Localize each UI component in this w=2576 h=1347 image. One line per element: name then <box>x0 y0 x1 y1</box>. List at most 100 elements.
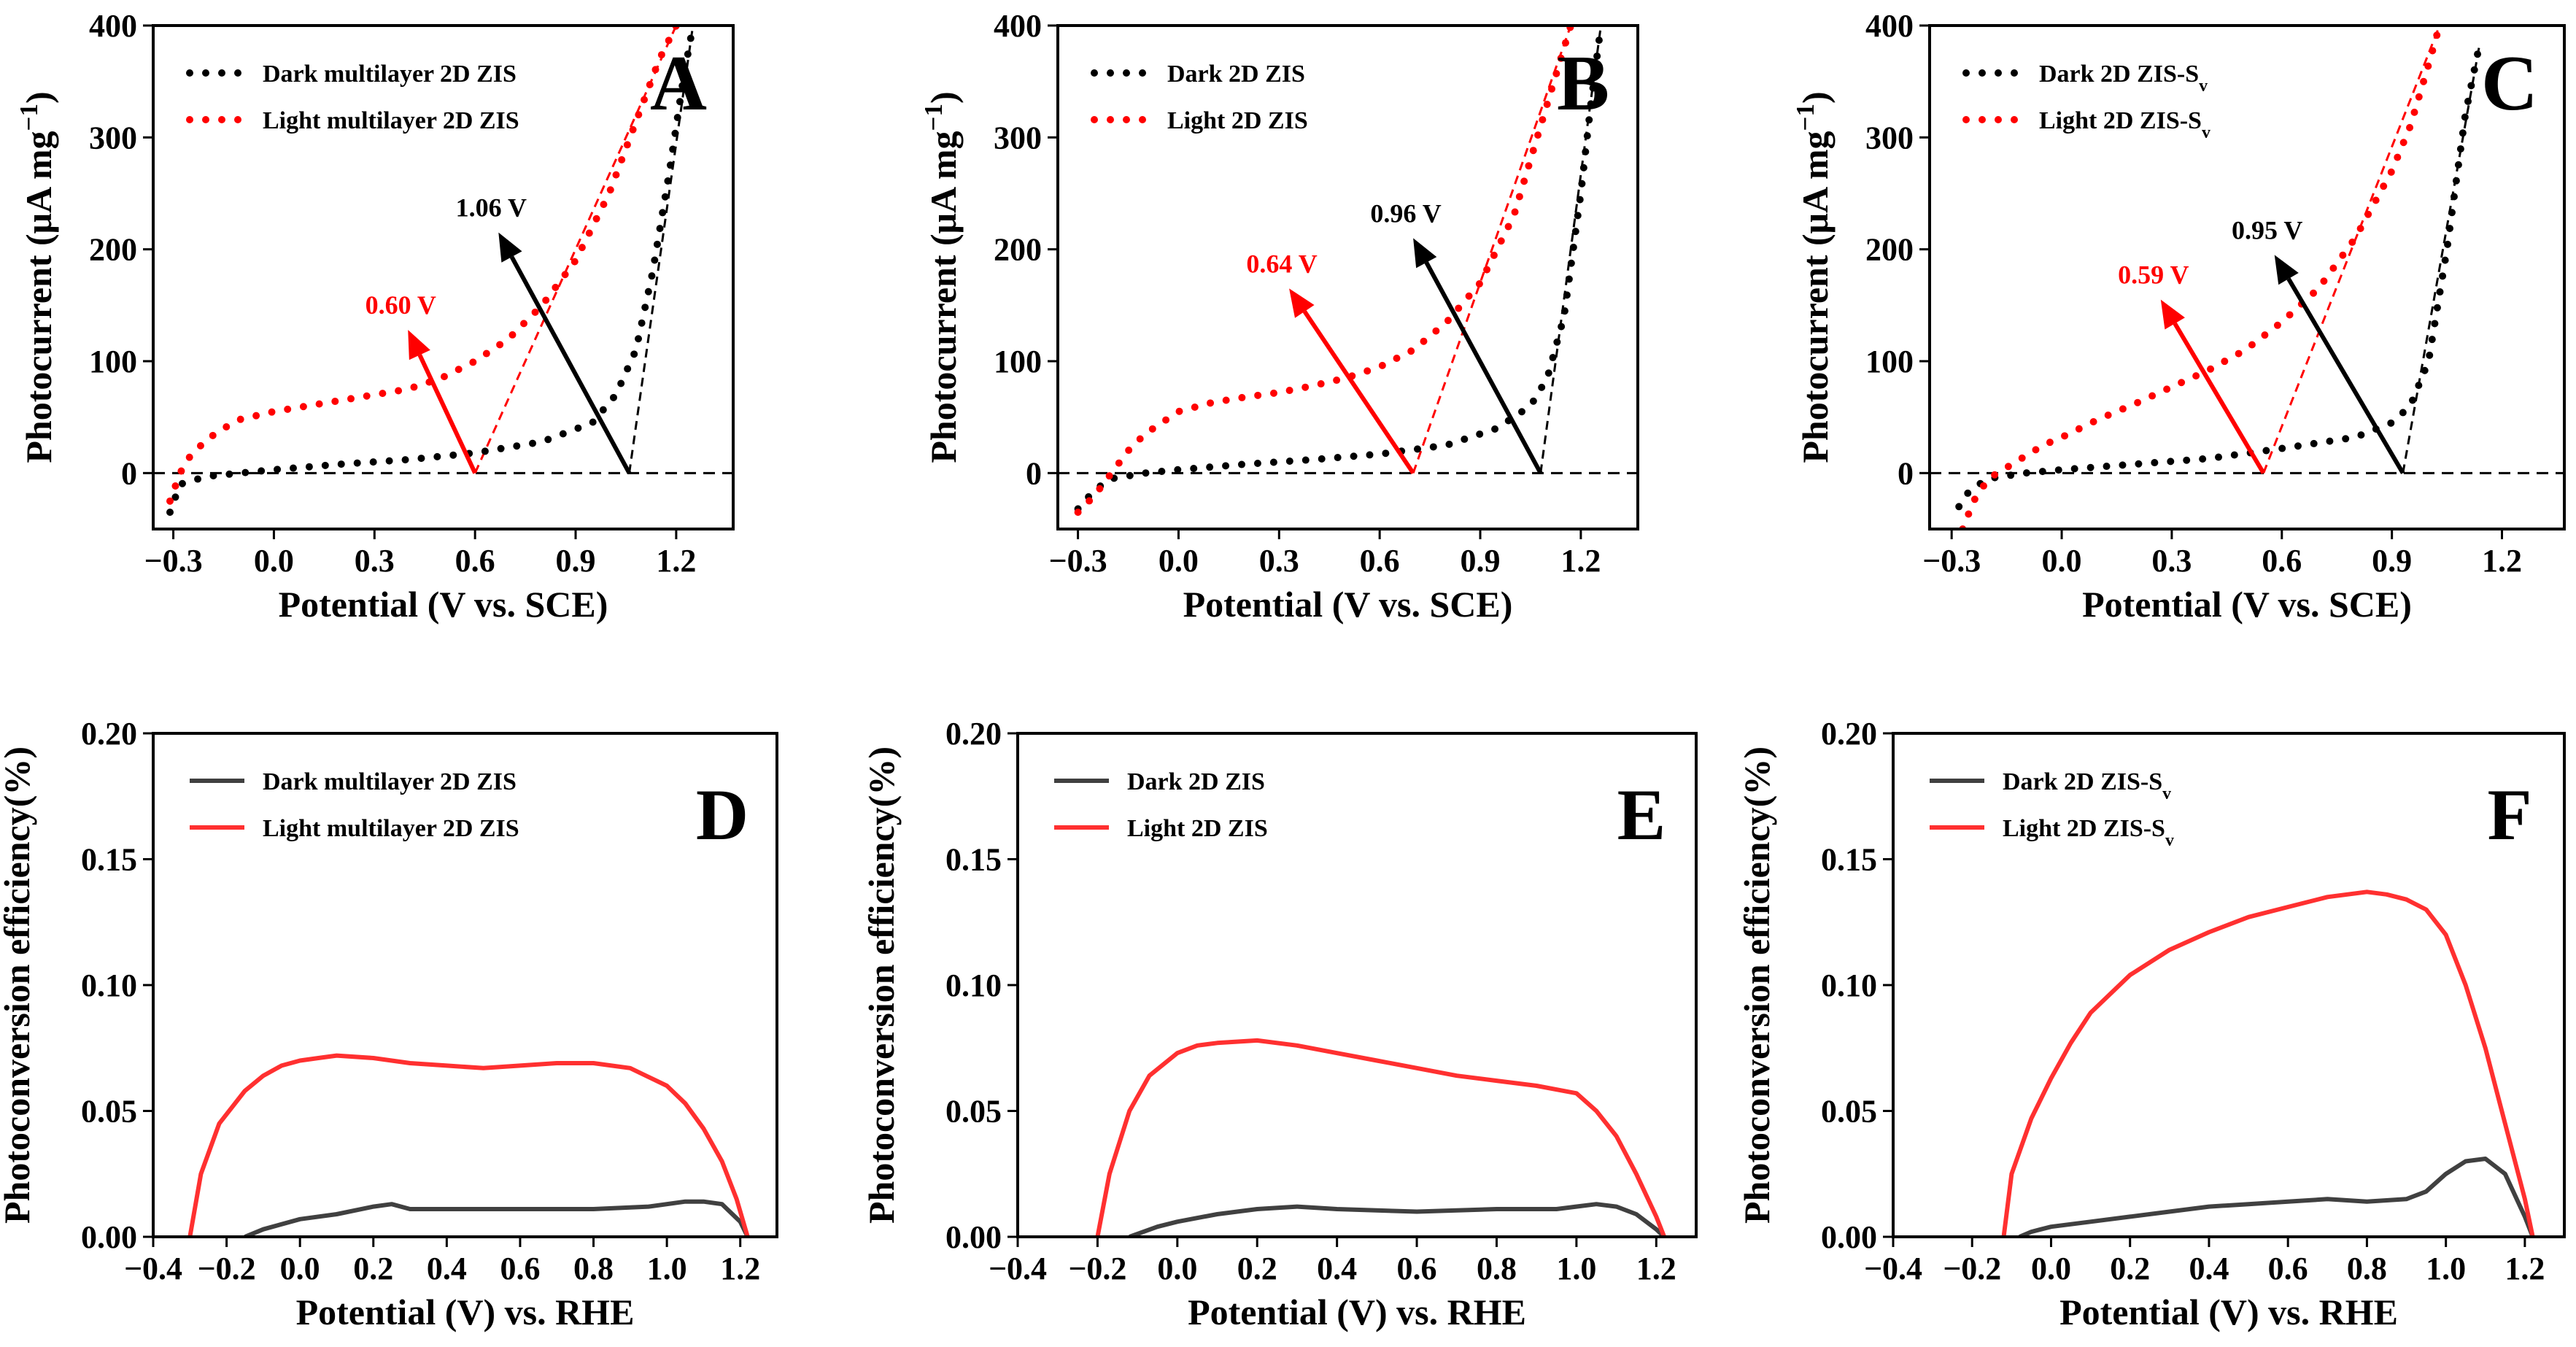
y-axis-label: Photocurrent (μA mg−1) <box>1791 91 1836 463</box>
series-0-line <box>2019 1157 2535 1237</box>
x-tick-label: 0.6 <box>2262 543 2302 579</box>
plot-frame <box>152 732 778 1238</box>
onset-tangent-line <box>628 26 695 474</box>
legend-label: Dark 2D ZIS <box>1127 768 1265 795</box>
x-tick-label: 0.8 <box>1477 1251 1517 1286</box>
y-tick-label: 100 <box>994 344 1042 379</box>
onset-tangent-line <box>2262 26 2441 474</box>
series-0-line <box>1955 39 2484 511</box>
x-axis-label: Potential (V) vs. RHE <box>1188 1292 1526 1332</box>
plot-frame <box>1016 732 1698 1238</box>
x-tick-label: −0.4 <box>1864 1251 1922 1286</box>
y-tick-label: 300 <box>994 120 1042 155</box>
panel-letter: D <box>696 774 749 855</box>
y-tick-label: 0.00 <box>81 1219 137 1255</box>
y-tick-label: 0.10 <box>1821 968 1877 1003</box>
x-axis-label: Potential (V vs. SCE) <box>1183 584 1513 625</box>
y-tick-label: 0.00 <box>945 1219 1002 1255</box>
legend-label: Light multilayer 2D ZIS <box>263 815 519 842</box>
y-axis-label: Photoconversion efficiency(%) <box>861 746 902 1224</box>
panel-a: −0.3 0.0 0.3 0.6 0.9 1.2 0 100 200 300 400 1.06 V 0.… <box>15 8 735 625</box>
series-0-line <box>1074 26 1605 513</box>
x-tick-label: 0.6 <box>1397 1251 1437 1286</box>
series-1-line <box>187 1053 750 1237</box>
annotation-label: 0.96 V <box>1370 198 1441 228</box>
x-tick-label: 0.4 <box>427 1251 467 1286</box>
panel-b: −0.3 0.0 0.3 0.6 0.9 1.2 0 100 200 300 400 0.96 V 0.… <box>919 8 1639 625</box>
x-tick-label: 1.2 <box>656 543 696 579</box>
x-tick-label: 0.9 <box>1461 543 1501 579</box>
legend-label: Light 2D ZIS-Sv <box>2039 107 2211 142</box>
annotation-label: 0.60 V <box>365 290 436 320</box>
y-tick-label: 400 <box>994 8 1042 44</box>
panel-letter: B <box>1557 40 1609 127</box>
legend-label: Dark 2D ZIS-Sv <box>2039 61 2208 96</box>
x-tick-label: 0.2 <box>2110 1251 2150 1286</box>
series-0-line <box>1129 1202 1666 1237</box>
x-axis-label: Potential (V) vs. RHE <box>2059 1292 2398 1332</box>
y-tick-label: 0.10 <box>81 968 137 1003</box>
annotation-arrow-head <box>2160 299 2185 330</box>
x-tick-label: 0.0 <box>2042 543 2082 579</box>
x-tick-label: −0.4 <box>989 1251 1047 1286</box>
x-tick-label: 1.0 <box>647 1251 687 1286</box>
y-tick-label: 0.05 <box>1821 1094 1877 1130</box>
y-tick-label: 200 <box>1865 232 1914 268</box>
y-tick-label: 0.05 <box>81 1094 137 1130</box>
annotation-arrow-head <box>498 232 522 263</box>
x-tick-label: 0.0 <box>254 543 294 579</box>
panel-d: −0.4 −0.2 0.0 0.2 0.4 0.6 0.8 1.0 1.2 0.00 0.05 0.1… <box>0 716 778 1332</box>
y-tick-label: 100 <box>1865 344 1914 379</box>
annotation-arrow-head <box>1413 238 1437 269</box>
y-tick-label: 0.15 <box>81 842 137 878</box>
x-tick-label: 1.0 <box>1556 1251 1596 1286</box>
x-tick-label: 0.3 <box>2151 543 2192 579</box>
y-tick-label: 0.05 <box>945 1094 1002 1130</box>
annotation-arrow-shaft <box>2173 322 2266 474</box>
x-tick-label: 0.6 <box>2268 1251 2308 1286</box>
plot-frame <box>1892 732 2566 1238</box>
series-1-line <box>1959 26 2443 529</box>
y-tick-label: 400 <box>1865 8 1914 44</box>
x-tick-label: 0.2 <box>1237 1251 1277 1286</box>
x-tick-label: 0.0 <box>1159 543 1199 579</box>
x-tick-label: 0.9 <box>2372 543 2412 579</box>
panel-letter: E <box>1617 774 1666 855</box>
panel-c: −0.3 0.0 0.3 0.6 0.9 1.2 0 100 200 300 400 0.95 V 0.… <box>1791 8 2566 625</box>
x-tick-label: 0.3 <box>355 543 395 579</box>
y-tick-label: 0.15 <box>945 842 1002 878</box>
series-1-line <box>166 26 680 505</box>
y-tick-label: 300 <box>1865 120 1914 155</box>
plot-frame <box>1056 24 1639 530</box>
plot-frame <box>1928 24 2566 530</box>
annotation-label: 0.64 V <box>1246 249 1317 278</box>
legend-label: Light 2D ZIS <box>1127 815 1268 842</box>
annotation-arrow-shaft <box>1302 310 1415 475</box>
y-tick-label: 0.20 <box>1821 716 1877 752</box>
x-tick-label: 1.0 <box>2426 1251 2466 1286</box>
x-tick-label: 0.4 <box>2189 1251 2229 1286</box>
onset-tangent-line <box>1412 26 1572 474</box>
x-tick-label: −0.4 <box>124 1251 182 1286</box>
legend-label: Dark 2D ZIS-Sv <box>2003 768 2171 803</box>
x-tick-label: 0.6 <box>500 1251 540 1286</box>
y-tick-label: 300 <box>89 120 137 155</box>
legend-label: Dark multilayer 2D ZIS <box>263 768 517 795</box>
series-0-line <box>244 1199 750 1237</box>
annotation-label: 0.59 V <box>2118 260 2189 290</box>
y-axis-label: Photoconversion efficiency(%) <box>1736 746 1777 1224</box>
x-tick-label: −0.2 <box>1943 1251 2001 1286</box>
annotation-arrow-head <box>1289 288 1315 318</box>
panel-f: −0.4 −0.2 0.0 0.2 0.4 0.6 0.8 1.0 1.2 0.00 0.05 0.1… <box>1736 716 2566 1332</box>
x-tick-label: 1.2 <box>720 1251 760 1286</box>
annotation-label: 1.06 V <box>456 193 527 223</box>
y-tick-label: 0.20 <box>81 716 137 752</box>
y-axis-label: Photocurrent (μA mg−1) <box>15 91 60 463</box>
panel-letter: F <box>2487 774 2531 855</box>
y-tick-label: 0.15 <box>1821 842 1877 878</box>
x-tick-label: 0.0 <box>2031 1251 2071 1286</box>
panel-e: −0.4 −0.2 0.0 0.2 0.4 0.6 0.8 1.0 1.2 0.00 0.05 0.1… <box>861 716 1698 1332</box>
y-tick-label: 0 <box>1898 455 1914 491</box>
onset-tangent-line <box>2402 42 2481 474</box>
